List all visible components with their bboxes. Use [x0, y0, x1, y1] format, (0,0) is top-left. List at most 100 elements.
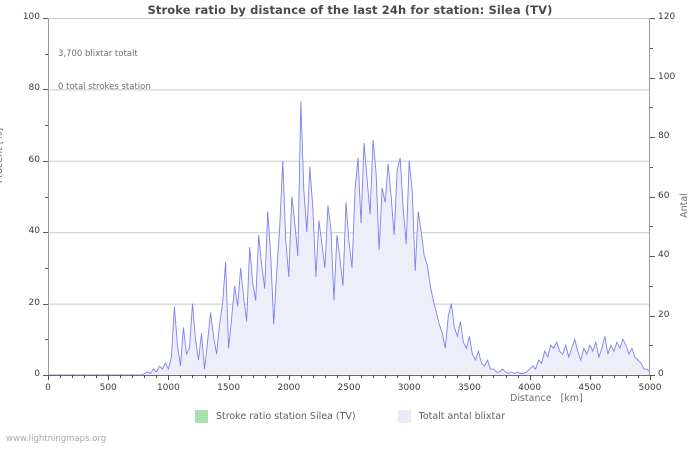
axis-tick — [433, 375, 435, 378]
y-left-tick-label: 100 — [22, 12, 40, 22]
x-tick-label: 5000 — [638, 383, 662, 393]
x-tick-label: 0 — [45, 383, 51, 393]
axis-tick — [96, 375, 98, 378]
axis-tick — [517, 375, 519, 378]
axis-tick — [132, 375, 134, 378]
axis-tick — [613, 375, 615, 378]
axis-tick — [276, 375, 278, 378]
axis-tick — [421, 375, 423, 378]
axis-tick — [493, 375, 495, 378]
axis-tick — [72, 375, 74, 378]
axis-tick — [650, 47, 653, 49]
axis-tick — [505, 375, 507, 378]
axis-tick — [45, 125, 48, 127]
chart-title: Stroke ratio by distance of the last 24h… — [147, 3, 553, 17]
axis-tick — [650, 345, 653, 347]
axis-tick — [204, 375, 206, 378]
axis-tick — [240, 375, 242, 378]
y-axis-right-title: Antal — [678, 193, 690, 218]
y-right-tick-label: 0 — [658, 369, 664, 379]
y-right-tick-label: 100 — [658, 71, 676, 82]
axis-tick — [43, 303, 48, 305]
axis-tick — [336, 375, 338, 378]
x-axis-title: Distance [km] — [510, 393, 583, 404]
legend-label-stroke-ratio: Stroke ratio station Silea (TV) — [215, 411, 356, 422]
axis-tick — [84, 375, 86, 378]
axis-tick — [577, 375, 579, 378]
x-tick-label: 2500 — [337, 383, 361, 393]
y-axis-left-title: Procent [%] — [0, 127, 6, 184]
axis-tick — [409, 375, 411, 380]
axis-tick — [264, 375, 266, 378]
axis-tick — [324, 375, 326, 378]
plot-canvas — [48, 18, 650, 375]
axis-tick — [650, 375, 655, 376]
axis-tick — [144, 375, 146, 378]
axis-tick — [45, 267, 48, 269]
axis-tick — [180, 375, 182, 378]
axis-tick — [397, 375, 399, 378]
y-left-tick-label: 60 — [28, 154, 40, 165]
axis-tick — [385, 375, 387, 378]
axis-tick — [361, 375, 363, 378]
footer-url: www.lightningmaps.org — [6, 434, 107, 444]
axis-tick — [650, 137, 655, 138]
y-right-tick-label: 80 — [658, 131, 670, 141]
axis-tick — [48, 375, 49, 380]
axis-tick — [650, 256, 655, 257]
y-left-tick-label: 40 — [28, 226, 40, 237]
axis-tick — [45, 339, 48, 341]
plot-area — [48, 18, 650, 375]
axis-tick — [120, 375, 122, 378]
legend-swatch-stroke-ratio — [194, 410, 208, 423]
axis-tick — [457, 375, 459, 378]
x-tick-label: 1500 — [217, 383, 241, 393]
axis-tick — [108, 375, 110, 380]
y-right-tick-label: 20 — [658, 309, 670, 320]
y-left-tick-label: 80 — [28, 83, 40, 94]
y-right-tick-label: 120 — [658, 12, 676, 22]
axis-tick — [650, 285, 653, 287]
axis-tick — [481, 375, 483, 378]
axis-tick — [589, 375, 591, 380]
axis-tick — [469, 375, 471, 380]
axis-tick — [553, 375, 555, 378]
legend-entry-total-strokes[interactable]: Totalt antal blixtar — [397, 410, 505, 423]
axis-tick — [650, 315, 655, 317]
axis-tick — [216, 375, 218, 378]
axis-tick — [228, 375, 230, 380]
axis-tick — [650, 107, 653, 109]
plot-frame — [48, 18, 650, 375]
axis-tick — [43, 89, 48, 91]
axis-tick — [625, 375, 627, 378]
y-right-tick-label: 40 — [658, 250, 670, 260]
x-tick-label: 1000 — [156, 383, 180, 393]
x-tick-label: 2000 — [277, 383, 301, 393]
legend-swatch-total-strokes — [397, 410, 411, 423]
x-tick-label: 3000 — [397, 383, 421, 393]
chart-annotation: 3,700 blixtar totalt 0 total strokes sta… — [58, 27, 151, 115]
axis-tick — [541, 375, 543, 378]
y-left-tick-label: 0 — [34, 369, 40, 379]
axis-tick — [252, 375, 254, 378]
axis-tick — [192, 375, 194, 378]
axis-tick — [565, 375, 567, 378]
axis-tick — [300, 375, 302, 378]
axis-tick — [601, 375, 603, 378]
axis-tick — [156, 375, 158, 378]
x-tick-label: 3500 — [457, 383, 481, 393]
axis-tick — [60, 375, 62, 378]
x-tick-label: 4500 — [578, 383, 602, 393]
axis-tick — [650, 77, 655, 79]
axis-tick — [650, 375, 651, 380]
axis-tick — [650, 166, 653, 168]
legend-entry-stroke-ratio[interactable]: Stroke ratio station Silea (TV) — [194, 410, 356, 423]
axis-tick — [45, 53, 48, 55]
axis-tick — [43, 160, 48, 162]
x-tick-label: 4000 — [518, 383, 542, 393]
axis-tick — [312, 375, 314, 378]
chart-legend: Stroke ratio station Silea (TV) Totalt a… — [0, 410, 700, 423]
x-tick-label: 500 — [99, 383, 117, 393]
axis-tick — [529, 375, 531, 380]
